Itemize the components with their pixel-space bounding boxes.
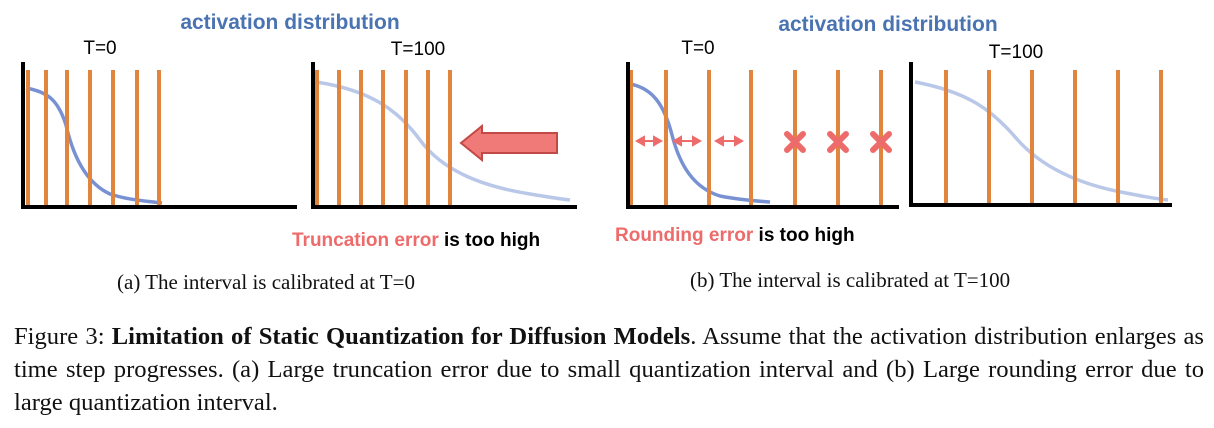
panel-b-heading: activation distribution — [778, 13, 997, 36]
activation-curve — [914, 80, 1169, 202]
panel-a-left-chart — [21, 62, 297, 209]
cross-mark — [784, 131, 806, 153]
quantization-bars — [26, 70, 161, 205]
cross-mark — [870, 131, 892, 153]
panel-b-subcaption: (b) The interval is calibrated at T=100 — [690, 268, 1011, 292]
panel-a-heading: activation distribution — [180, 11, 399, 34]
activation-curve — [315, 80, 571, 202]
activation-curve — [25, 86, 163, 205]
chart-axes — [909, 62, 1172, 207]
panel-a-left-title: T=0 — [83, 38, 116, 59]
panel-b-left-title: T=0 — [681, 38, 714, 59]
caption-body: . Assume that the activation distributio… — [14, 323, 1204, 416]
figure-3-illustration: activation distribution activation distr… — [21, 11, 1172, 251]
quantization-bars — [629, 70, 883, 205]
panel-b-right-title: T=100 — [989, 42, 1043, 63]
truncation-error-label: Truncation error — [292, 230, 439, 251]
chart-axes — [21, 62, 297, 209]
truncation-arrow — [459, 123, 558, 163]
activation-curve — [629, 82, 771, 204]
figure-caption: Figure 3: Limitation of Static Quantizat… — [14, 320, 1204, 419]
cross-mark — [827, 131, 849, 153]
rounding-arrows — [634, 135, 745, 147]
panel-a-error-note: Truncation error is too high — [292, 230, 540, 251]
panel-a-subcaption: (a) The interval is calibrated at T=0 — [117, 270, 415, 294]
unused-level-marks — [784, 131, 892, 153]
chart-axes — [626, 62, 899, 209]
rounding-error-label: Rounding error — [615, 225, 754, 246]
quantization-bars — [315, 70, 452, 205]
panel-b-right-chart — [909, 62, 1172, 207]
caption-title: Limitation of Static Quantization for Di… — [111, 323, 691, 350]
quantization-bars — [944, 70, 1163, 205]
caption-prefix: Figure 3: — [14, 323, 112, 350]
panel-b-error-note: Rounding error is too high — [615, 225, 855, 246]
chart-axes — [311, 62, 577, 209]
panel-b-left-chart — [626, 62, 899, 209]
error-note-suffix: is too high — [753, 225, 854, 246]
panel-a-right-chart — [311, 62, 577, 209]
error-note-suffix: is too high — [439, 230, 540, 251]
panel-a-right-title: T=100 — [391, 39, 445, 60]
